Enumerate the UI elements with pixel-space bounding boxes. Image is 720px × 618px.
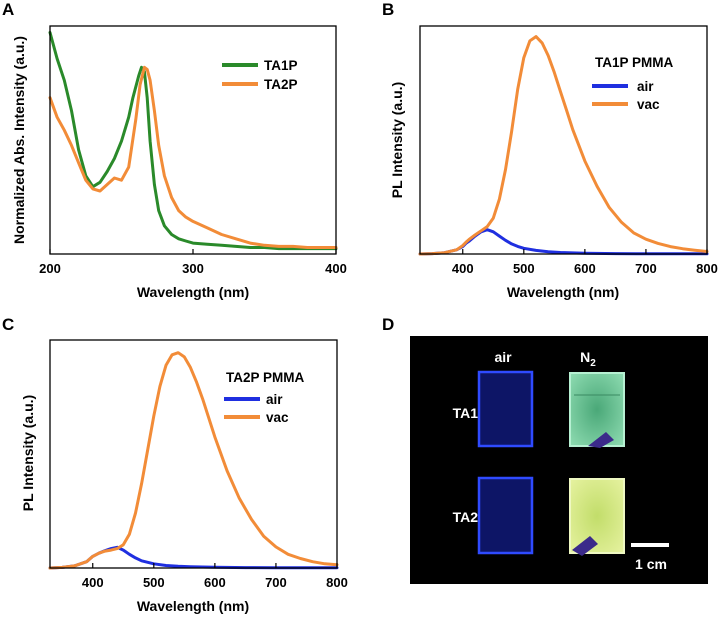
scale-bar-label: 1 cm [635, 556, 667, 572]
panel-d: D air N2 TA1P TA2P 1 cm [382, 315, 708, 584]
legend-b: TA1P PMMA air vac [592, 55, 674, 112]
film-ta2p-air [477, 476, 534, 555]
series-line-a-ta2p [48, 65, 338, 249]
film-ta2p-n2 [569, 478, 625, 554]
film-ta1p-n2 [569, 372, 625, 447]
plot-frame-c [49, 339, 338, 569]
column-label-n2: N2 [580, 349, 596, 369]
y-axis-title-c: PL Intensity (a.u.) [20, 395, 36, 511]
x-tick-label: 400 [325, 261, 347, 276]
x-tick-label: 800 [696, 261, 718, 276]
legend-a: TA1P TA2P [222, 58, 298, 92]
panel-letter-b: B [382, 0, 394, 19]
legend-label-ta1p: TA1P [264, 58, 298, 73]
x-ticks-b: 400 500 600 700 800 [452, 249, 718, 276]
plot-frame-b [419, 25, 708, 255]
film-ta1p-n2-clip [588, 432, 614, 448]
series-line-b-vac [418, 35, 709, 256]
series-line-c-vac [48, 351, 339, 570]
panel-letter-a: A [2, 0, 14, 19]
panel-b: B 400 500 600 700 800 Wavelength (nm) PL Int… [382, 0, 718, 300]
column-label-n2-base: N [580, 349, 590, 365]
panel-letter-d: D [382, 315, 394, 334]
x-tick-label: 200 [39, 261, 61, 276]
series-line-a-ta1p [48, 31, 338, 251]
legend-label-c-vac: vac [266, 410, 289, 425]
film-ta1p-air [477, 370, 534, 448]
column-label-air: air [494, 349, 512, 365]
x-tick-label: 600 [574, 261, 596, 276]
x-tick-label: 400 [82, 575, 104, 590]
photo-background [410, 336, 708, 584]
legend-title-c: TA2P PMMA [226, 370, 305, 385]
x-tick-label: 700 [265, 575, 287, 590]
x-tick-label: 600 [204, 575, 226, 590]
panel-c: C 400 500 600 700 800 Wavelength (nm) PL Int… [2, 315, 348, 614]
x-tick-label: 300 [182, 261, 204, 276]
x-tick-label: 400 [452, 261, 474, 276]
y-axis-title-a: Normalized Abs. Intensity (a.u.) [11, 36, 27, 244]
legend-label-b-air: air [637, 79, 654, 94]
scale-bar [631, 543, 669, 547]
legend-title-b: TA1P PMMA [595, 55, 674, 70]
x-tick-label: 500 [513, 261, 535, 276]
x-ticks-a: 200 300 400 [39, 249, 347, 276]
legend-label-ta2p: TA2P [264, 77, 298, 92]
panel-a: A 200 300 400 Wavelength (nm) Normalized A… [2, 0, 347, 300]
plot-lines-a [48, 31, 338, 251]
panel-letter-c: C [2, 315, 14, 334]
legend-label-b-vac: vac [637, 97, 660, 112]
x-tick-label: 800 [326, 575, 348, 590]
x-ticks-c: 400 500 600 700 800 [82, 563, 348, 590]
legend-c: TA2P PMMA air vac [224, 370, 305, 425]
x-tick-label: 700 [635, 261, 657, 276]
x-axis-title-a: Wavelength (nm) [137, 284, 249, 300]
x-axis-title-c: Wavelength (nm) [137, 598, 249, 614]
column-label-n2-sub: 2 [590, 358, 596, 369]
x-axis-title-b: Wavelength (nm) [507, 284, 619, 300]
x-tick-label: 500 [143, 575, 165, 590]
legend-label-c-air: air [266, 392, 283, 407]
film-ta2p-n2-clip [572, 536, 598, 556]
y-axis-title-b: PL Intensity (a.u.) [389, 82, 405, 198]
